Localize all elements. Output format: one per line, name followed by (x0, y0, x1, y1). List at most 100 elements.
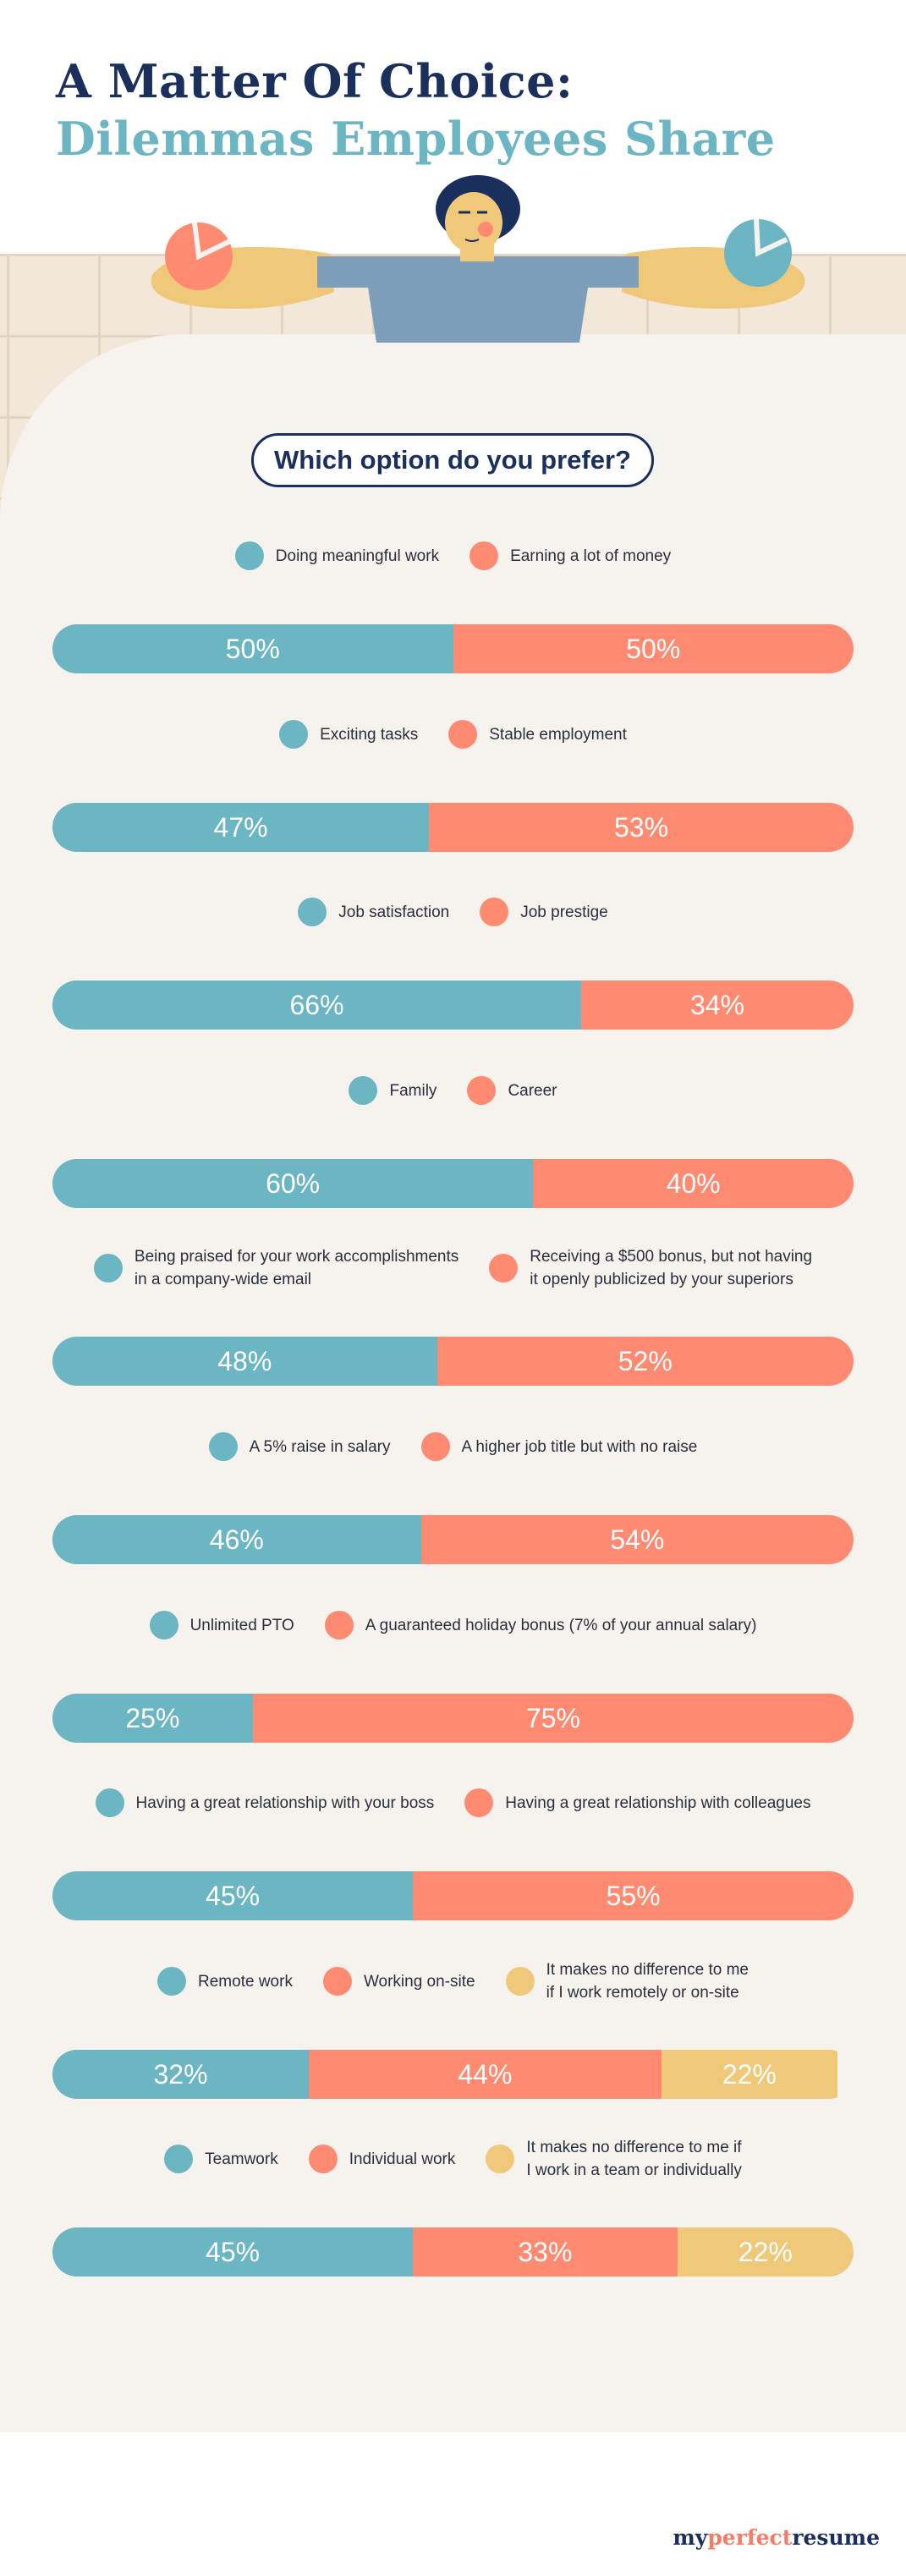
bar-segment-coral: 33% (413, 2227, 678, 2277)
legend-swatch-coral (420, 1432, 450, 1461)
stacked-bar-8: 45% 55% (52, 1871, 854, 1920)
segment-value-label: 22% (738, 2236, 793, 2267)
legend-item: A higher job title but with no raise (420, 1432, 698, 1461)
bar-segment-blue: 48% (52, 1337, 437, 1386)
page-title: A Matter Of Choice: (56, 54, 574, 108)
legend-item: Career (467, 1076, 557, 1105)
segment-value-label: 55% (606, 1880, 661, 1911)
segment-value-label: 25% (125, 1702, 180, 1733)
legend-label: Family (389, 1081, 437, 1100)
bar-segment-coral: 53% (429, 803, 854, 852)
legend-label: Unlimited PTO (189, 1616, 294, 1634)
legend-label: Individual work (349, 2150, 456, 2168)
stacked-bar-3: 66% 34% (52, 980, 854, 1030)
legend-item: Having a great relationship with your bo… (95, 1788, 435, 1817)
legend-swatch-yellow (505, 1967, 535, 1996)
segment-value-label: 66% (289, 989, 344, 1020)
bar-segment-coral: 50% (453, 624, 854, 673)
bar-segment-coral: 52% (437, 1337, 854, 1386)
legend-label: Working on-site (363, 1972, 475, 1991)
legend-item: Job prestige (480, 898, 608, 926)
legend-row-8: Having a great relationship with your bo… (0, 1777, 906, 1828)
legend-swatch-blue (298, 898, 327, 926)
legend-item: Teamwork (164, 2145, 278, 2173)
segment-value-label: 60% (266, 1167, 321, 1199)
legend-swatch-coral (324, 1611, 354, 1640)
bar-segment-coral: 75% (252, 1694, 854, 1743)
legend-label: A higher job title but with no raise (461, 1437, 698, 1456)
brand-logo: myperfectresume (673, 2525, 880, 2550)
bar-segment-blue: 45% (52, 1871, 414, 1920)
legend-label: A guaranteed holiday bonus (7% of your a… (365, 1616, 757, 1634)
legend-swatch-coral (464, 1788, 494, 1817)
segment-value-label: 52% (618, 1345, 673, 1376)
segment-value-label: 32% (153, 2058, 208, 2090)
bar-segment-blue: 45% (52, 2227, 414, 2277)
legend-row-3: Job satisfaction Job prestige (0, 887, 906, 937)
bar-segment-blue: 66% (52, 980, 582, 1030)
legend-label: Remote work (198, 1972, 293, 1991)
legend-swatch-yellow (486, 2145, 515, 2173)
legend-label: It makes no difference to me if I work r… (546, 1961, 749, 2002)
logo-part-resume: resume (792, 2525, 880, 2550)
segment-value-label: 44% (458, 2058, 513, 2090)
bar-segment-blue: 50% (52, 624, 453, 673)
segment-value-label: 53% (614, 811, 669, 843)
legend-label: Receiving a $500 bonus, but not having i… (530, 1248, 813, 1288)
legend-swatch-coral (469, 541, 499, 570)
legend-label: Job prestige (520, 903, 608, 921)
logo-part-perfect: perfect (707, 2525, 793, 2550)
bar-segment-blue: 46% (52, 1515, 421, 1564)
stacked-bar-5: 48% 52% (52, 1337, 854, 1386)
bar-segment-blue: 25% (52, 1694, 253, 1743)
bar-segment-yellow: 22% (661, 2050, 838, 2099)
legend-item: A 5% raise in salary (208, 1432, 391, 1461)
page-subtitle: Dilemmas Employees Share (56, 112, 776, 166)
legend-swatch-coral (322, 1967, 352, 1996)
segment-value-label: 45% (206, 2236, 261, 2267)
segment-value-label: 22% (722, 2058, 777, 2090)
legend-swatch-blue (208, 1432, 238, 1461)
legend-row-10: Teamwork Individual work It makes no diffe… (0, 2134, 906, 2184)
legend-row-4: Family Career (0, 1065, 906, 1116)
legend-item: Unlimited PTO (149, 1611, 294, 1640)
legend-swatch-coral (467, 1076, 497, 1105)
segment-value-label: 54% (610, 1524, 665, 1555)
legend-item: Working on-site (322, 1967, 475, 1996)
legend-item: Doing meaningful work (234, 541, 439, 570)
legend-item: Earning a lot of money (469, 541, 671, 570)
bar-segment-blue: 60% (52, 1159, 534, 1208)
legend-label: Being praised for your work accomplishme… (134, 1248, 459, 1288)
segment-value-label: 34% (689, 989, 745, 1020)
legend-item: It makes no difference to me if I work r… (505, 1958, 749, 2004)
legend-item: Family (349, 1076, 437, 1105)
legend-row-9: Remote work Working on-site It makes no di… (0, 1956, 906, 2007)
legend-label: Having a great relationship with your bo… (135, 1793, 435, 1812)
legend-row-1: Doing meaningful work Earning a lot of mo… (0, 530, 906, 581)
segment-value-label: 33% (518, 2236, 573, 2267)
legend-item: A guaranteed holiday bonus (7% of your a… (324, 1611, 757, 1640)
legend-item: Individual work (308, 2145, 456, 2173)
segment-value-label: 45% (206, 1880, 261, 1911)
legend-label: Career (508, 1081, 557, 1100)
legend-item: Receiving a $500 bonus, but not having i… (489, 1245, 812, 1291)
bar-segment-coral: 34% (581, 980, 854, 1030)
legend-swatch-blue (149, 1611, 178, 1640)
segment-value-label: 46% (209, 1524, 264, 1555)
legend-swatch-blue (349, 1076, 378, 1105)
legend-swatch-coral (489, 1254, 519, 1283)
question-pill: Which option do you prefer? (251, 433, 654, 487)
segment-value-label: 75% (525, 1702, 580, 1733)
segment-value-label: 48% (217, 1345, 272, 1376)
stacked-bar-1: 50% 50% (52, 624, 854, 673)
segment-value-label: 47% (213, 811, 268, 843)
legend-row-7: Unlimited PTO A guaranteed holiday bonus … (0, 1600, 906, 1651)
legend-label: Teamwork (205, 2150, 278, 2168)
legend-swatch-blue (93, 1254, 123, 1283)
legend-row-2: Exciting tasks Stable employment (0, 709, 906, 760)
legend-label: Earning a lot of money (510, 547, 672, 565)
segment-value-label: 50% (626, 633, 681, 664)
stacked-bar-6: 46% 54% (52, 1515, 854, 1564)
legend-item: It makes no difference to me if I work i… (486, 2136, 742, 2182)
stacked-bar-9: 32% 44% 22% (52, 2050, 854, 2099)
